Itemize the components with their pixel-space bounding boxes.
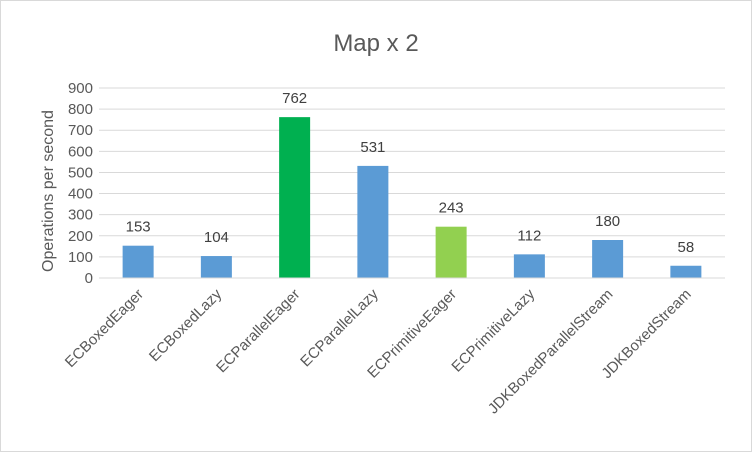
x-tick-label: ECParallelLazy (297, 285, 382, 370)
y-tick-label: 700 (68, 122, 93, 139)
x-axis-ticks: ECBoxedEager ECBoxedLazyECParallelEagerEC… (62, 285, 695, 417)
bar (513, 254, 545, 278)
data-label: 104 (204, 229, 229, 246)
bars (122, 117, 702, 278)
bar (357, 165, 389, 278)
y-tick-label: 0 (85, 270, 93, 287)
data-labels: 153 104 762 531 243 112 180 58 (126, 90, 695, 256)
data-label: 58 (678, 239, 695, 256)
bar (122, 245, 154, 278)
x-tick-label: ECBoxedEager (62, 286, 147, 371)
gridlines (99, 87, 725, 258)
y-tick-label: 200 (68, 228, 93, 245)
x-tick-label: JDKBoxedParallelStream (485, 286, 617, 418)
data-label: 762 (282, 90, 307, 107)
bar (279, 117, 311, 278)
y-axis-ticks: 0 100 200 300 400 500 600 700 800 900 (68, 80, 93, 287)
data-label: 243 (439, 200, 464, 217)
x-tick-label: ECBoxedLazy (146, 285, 226, 365)
bar (670, 265, 702, 278)
bar (592, 240, 624, 278)
y-tick-label: 900 (68, 80, 93, 97)
data-label: 112 (517, 227, 541, 244)
bar (435, 226, 467, 278)
data-label: 180 (595, 213, 620, 230)
y-axis-title: Operations per second (40, 110, 57, 272)
data-label: 153 (126, 219, 151, 236)
bar (200, 256, 232, 278)
x-tick-label: ECParallelEager (213, 286, 303, 376)
y-tick-label: 400 (68, 186, 93, 203)
y-tick-label: 800 (68, 101, 93, 118)
chart-title: Map x 2 (333, 30, 418, 57)
y-tick-label: 100 (68, 249, 93, 266)
y-tick-label: 300 (68, 207, 93, 224)
data-label: 531 (360, 139, 385, 156)
y-tick-label: 500 (68, 164, 93, 181)
x-tick-label: ECPrimitiveLazy (448, 285, 538, 375)
y-tick-label: 600 (68, 143, 93, 160)
